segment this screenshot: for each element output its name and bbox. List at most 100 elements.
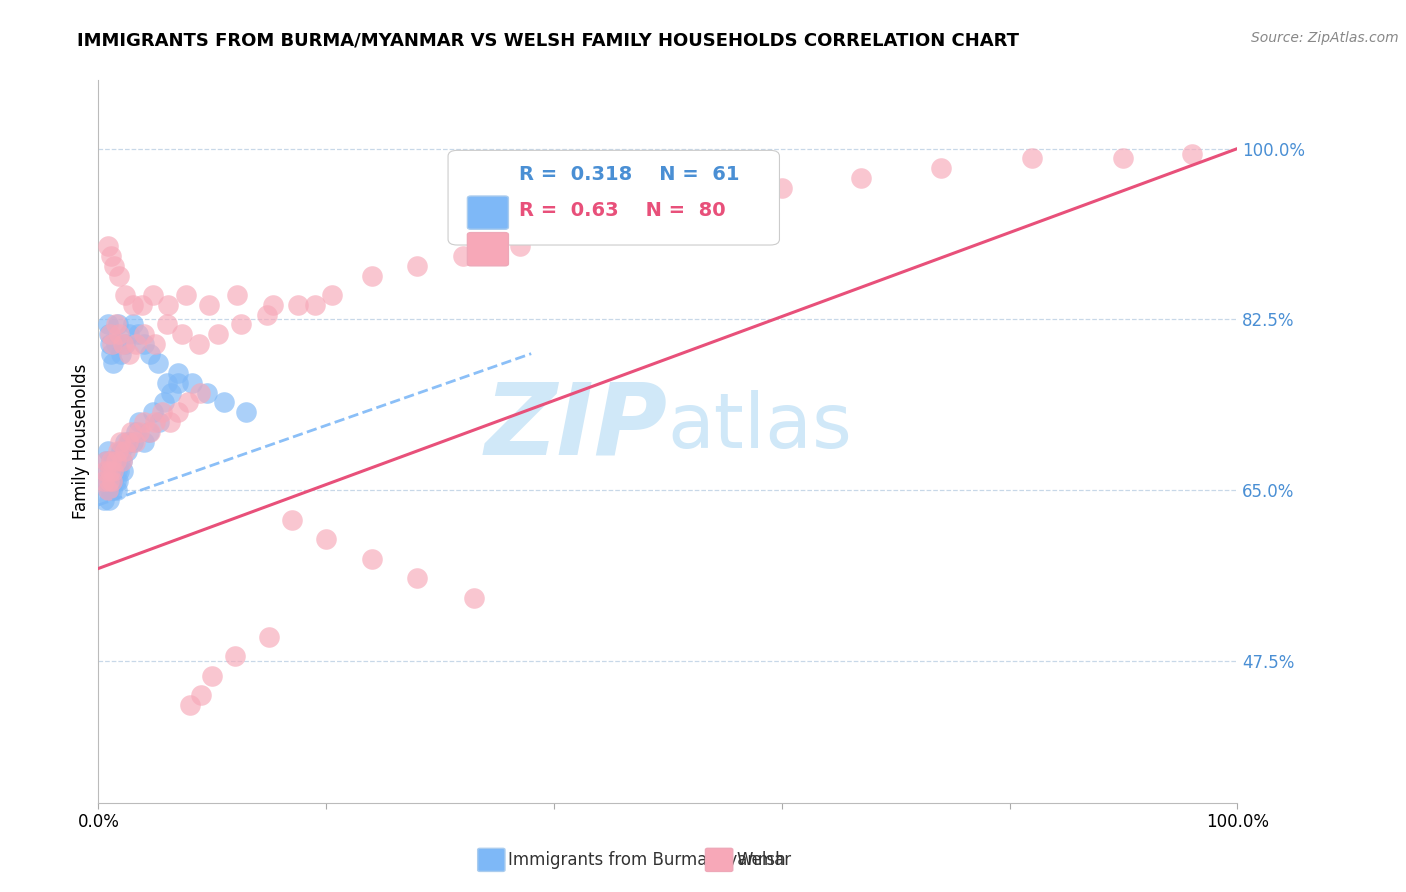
Point xyxy=(150,405,173,419)
Point xyxy=(118,434,141,449)
Point xyxy=(160,385,183,400)
Point xyxy=(96,454,118,468)
Point xyxy=(235,405,257,419)
Point xyxy=(132,327,155,342)
Text: Immigrants from Burma/Myanmar: Immigrants from Burma/Myanmar xyxy=(509,851,792,869)
Point xyxy=(1021,152,1043,166)
Point xyxy=(132,434,155,449)
Point xyxy=(148,415,170,429)
Point xyxy=(104,337,127,351)
Point xyxy=(103,259,125,273)
Point xyxy=(156,298,179,312)
Point xyxy=(451,249,474,263)
Point xyxy=(406,259,429,273)
Point xyxy=(360,268,382,283)
Point xyxy=(226,288,249,302)
Text: atlas: atlas xyxy=(668,390,852,464)
Point xyxy=(138,425,160,439)
Point xyxy=(112,464,135,478)
Point xyxy=(406,571,429,585)
FancyBboxPatch shape xyxy=(467,233,509,266)
Point xyxy=(104,454,127,468)
Point xyxy=(138,346,160,360)
Point xyxy=(110,444,132,458)
Point xyxy=(207,327,229,342)
Point xyxy=(565,219,588,234)
Point xyxy=(115,444,138,458)
Text: R =  0.63    N =  80: R = 0.63 N = 80 xyxy=(519,201,725,219)
Point xyxy=(98,327,121,342)
Point xyxy=(112,337,135,351)
Point xyxy=(101,474,124,488)
Point xyxy=(93,493,115,508)
FancyBboxPatch shape xyxy=(467,196,509,229)
Point xyxy=(281,513,304,527)
Point xyxy=(142,405,165,419)
Point xyxy=(114,434,136,449)
Point xyxy=(107,318,129,332)
Point xyxy=(1112,152,1135,166)
Point xyxy=(212,395,235,409)
Point xyxy=(108,464,131,478)
Point xyxy=(131,298,153,312)
FancyBboxPatch shape xyxy=(449,151,779,245)
Point xyxy=(198,298,221,312)
Point xyxy=(167,366,190,380)
Point xyxy=(110,346,132,360)
Text: Source: ZipAtlas.com: Source: ZipAtlas.com xyxy=(1251,31,1399,45)
Point xyxy=(256,308,278,322)
Point xyxy=(128,415,150,429)
Point xyxy=(463,591,485,605)
Point xyxy=(851,170,873,185)
Point xyxy=(107,474,129,488)
Point xyxy=(98,483,121,498)
Text: IMMIGRANTS FROM BURMA/MYANMAR VS WELSH FAMILY HOUSEHOLDS CORRELATION CHART: IMMIGRANTS FROM BURMA/MYANMAR VS WELSH F… xyxy=(77,31,1019,49)
Point xyxy=(128,425,150,439)
Point xyxy=(287,298,309,312)
Point xyxy=(111,454,134,468)
Point xyxy=(101,464,124,478)
Point xyxy=(100,454,122,468)
Point xyxy=(97,474,120,488)
Text: R =  0.318    N =  61: R = 0.318 N = 61 xyxy=(519,165,740,184)
Point xyxy=(97,327,120,342)
Point xyxy=(107,444,129,458)
Point xyxy=(195,385,218,400)
Point xyxy=(229,318,252,332)
Point xyxy=(145,415,167,429)
Point xyxy=(167,405,190,419)
Point xyxy=(97,474,120,488)
Point xyxy=(167,376,190,390)
Point xyxy=(170,327,193,342)
Point xyxy=(259,630,281,644)
Point xyxy=(96,239,118,253)
Point xyxy=(105,483,128,498)
Point xyxy=(100,454,122,468)
Point xyxy=(156,376,179,390)
Point xyxy=(190,689,212,703)
Point xyxy=(1181,146,1204,161)
Point xyxy=(100,346,122,360)
Point xyxy=(104,454,127,468)
Point xyxy=(132,337,155,351)
Point xyxy=(96,444,118,458)
Point xyxy=(96,454,118,468)
Point xyxy=(142,288,165,302)
Point xyxy=(118,346,141,360)
Point xyxy=(188,385,211,400)
Point xyxy=(628,210,651,224)
Point xyxy=(101,337,124,351)
Point xyxy=(108,454,131,468)
Point xyxy=(696,190,718,204)
Point xyxy=(360,551,382,566)
Point xyxy=(315,532,337,546)
Point xyxy=(132,415,155,429)
Point xyxy=(201,669,224,683)
Point xyxy=(108,434,131,449)
Point xyxy=(105,464,128,478)
Point xyxy=(770,180,793,194)
Point xyxy=(125,337,148,351)
Point xyxy=(98,464,121,478)
Point xyxy=(127,327,149,342)
Point xyxy=(321,288,343,302)
